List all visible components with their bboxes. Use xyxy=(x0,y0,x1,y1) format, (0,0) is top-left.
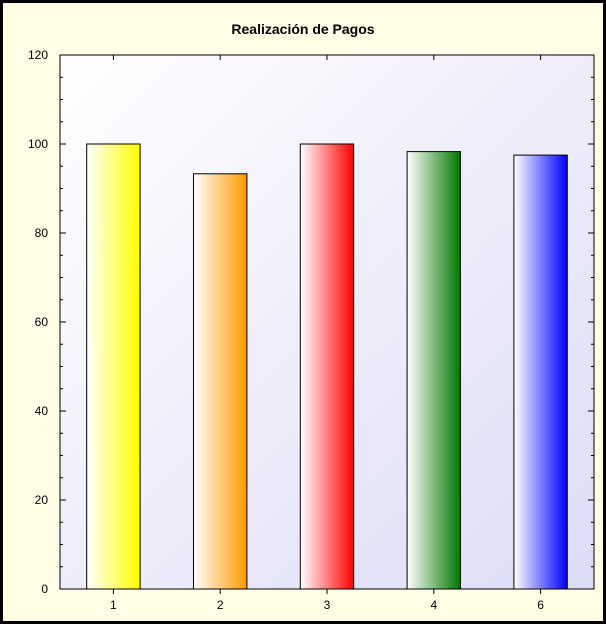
y-tick-label: 0 xyxy=(41,582,48,596)
y-tick-label: 100 xyxy=(28,137,48,151)
y-tick-label: 60 xyxy=(35,315,49,329)
y-tick-label: 40 xyxy=(35,404,49,418)
y-tick-label: 20 xyxy=(35,493,49,507)
bar-2 xyxy=(193,173,248,590)
x-tick-label: 1 xyxy=(110,598,117,612)
bar-6 xyxy=(513,154,568,590)
chart-title: Realización de Pagos xyxy=(231,21,375,37)
bar-1 xyxy=(86,143,141,590)
y-tick-label: 80 xyxy=(35,226,49,240)
y-tick-label: 120 xyxy=(28,48,48,62)
x-tick-label: 4 xyxy=(430,598,437,612)
x-tick-label: 6 xyxy=(537,598,544,612)
bar-3 xyxy=(299,143,355,590)
bar-4 xyxy=(406,151,462,590)
x-tick-label: 2 xyxy=(217,598,224,612)
x-tick-label: 3 xyxy=(324,598,331,612)
